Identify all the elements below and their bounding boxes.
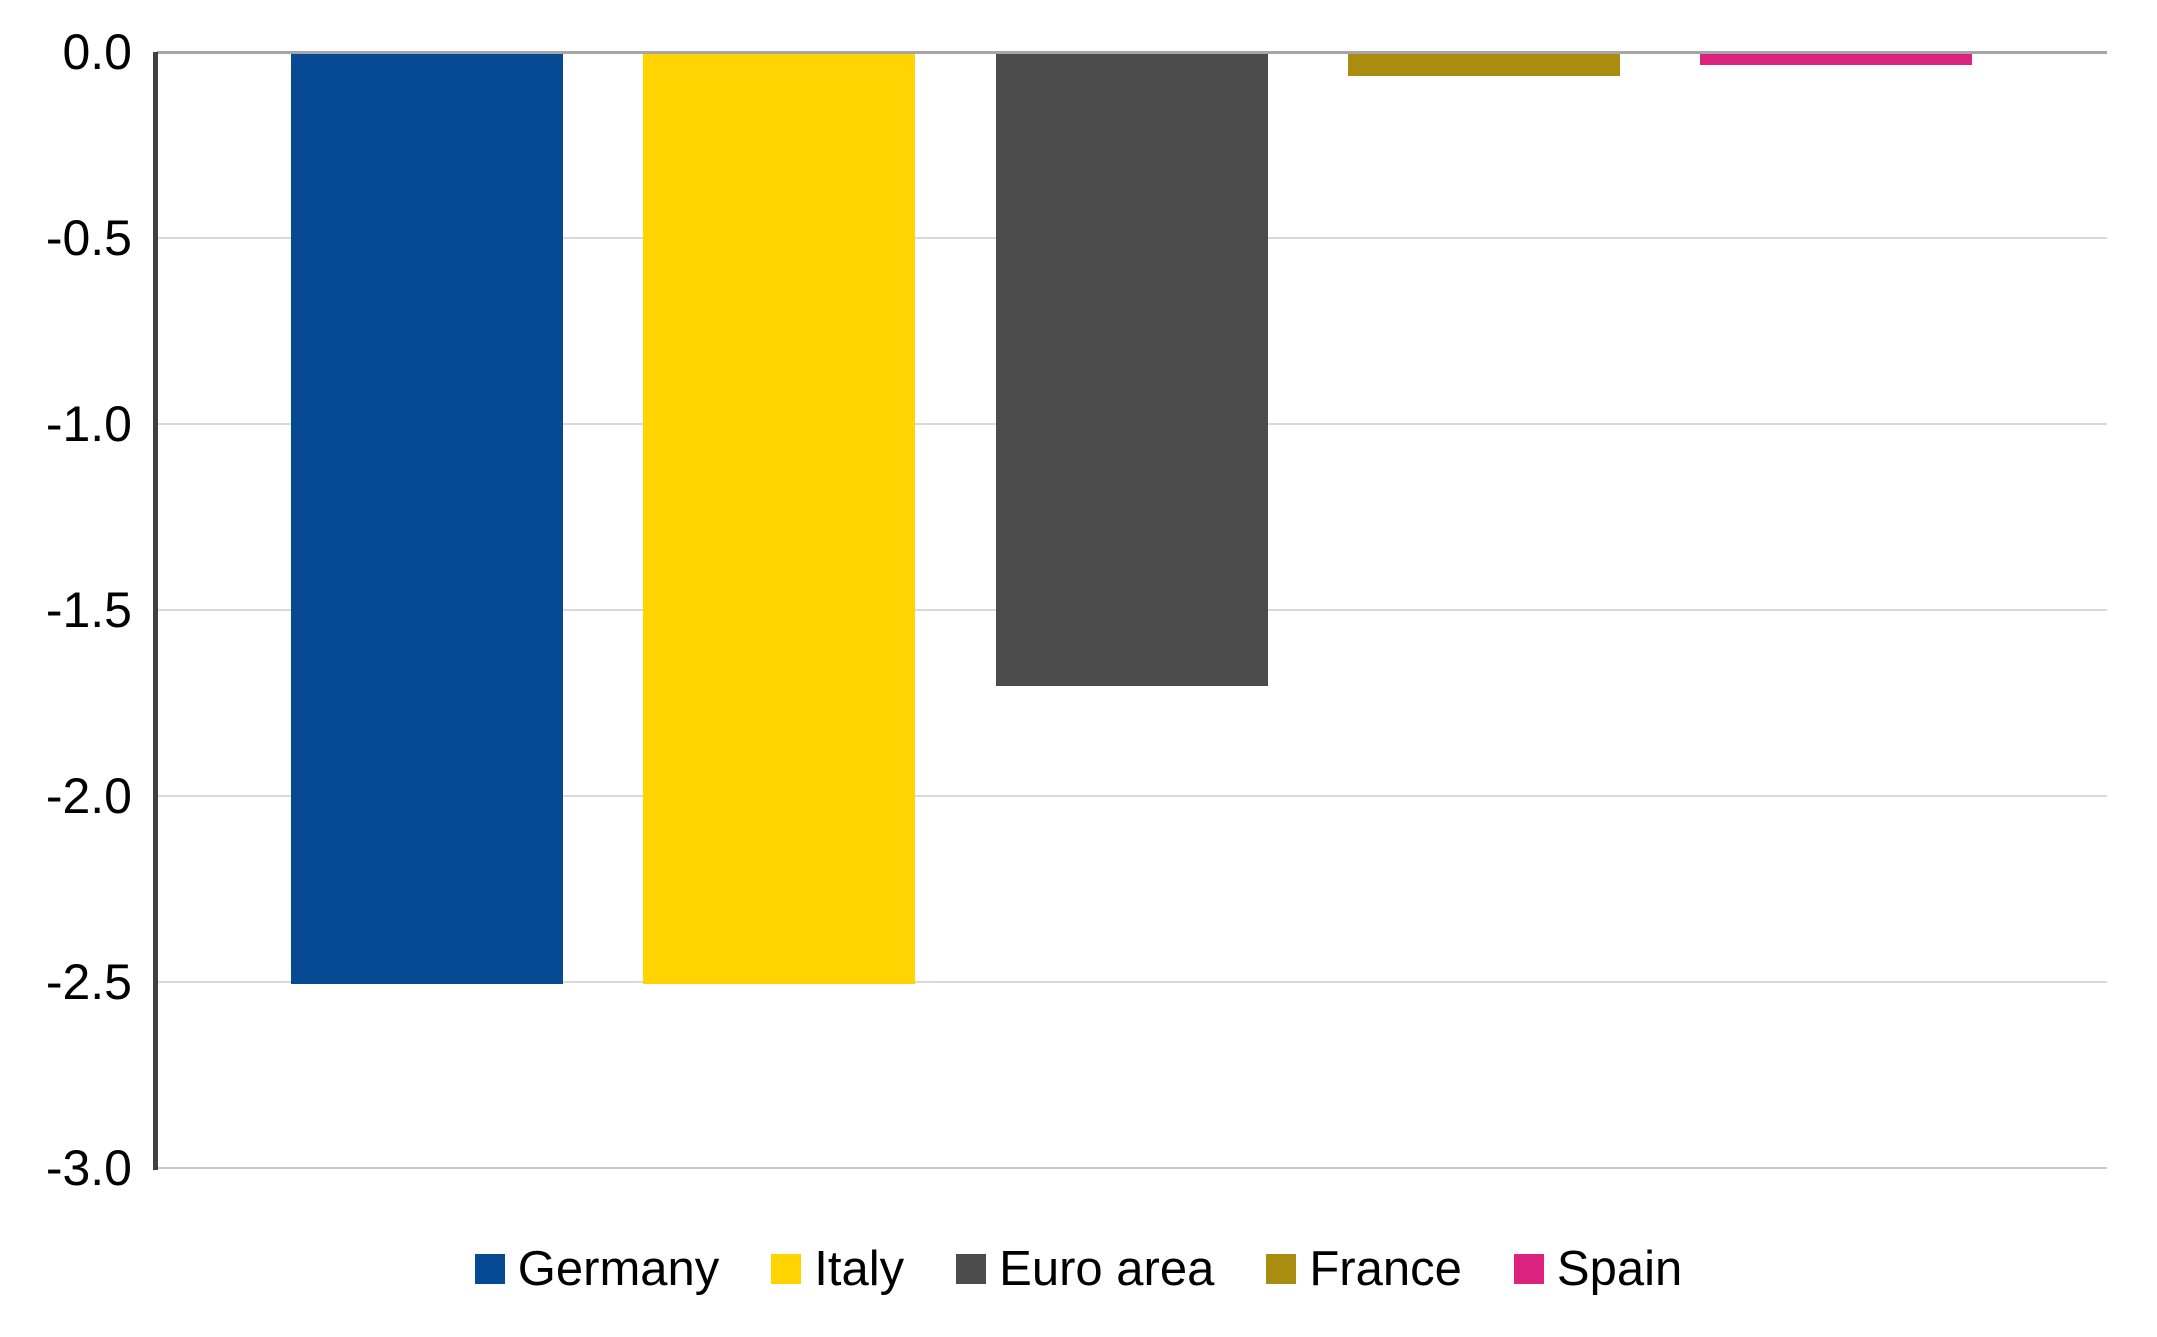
gridline xyxy=(157,1167,2107,1169)
gridline xyxy=(157,981,2107,983)
legend-label: Euro area xyxy=(999,1241,1215,1296)
legend-item-italy: Italy xyxy=(771,1241,905,1296)
bar-spain xyxy=(1700,54,1972,65)
legend-label: Germany xyxy=(517,1241,720,1296)
legend-item-france: France xyxy=(1266,1241,1462,1296)
y-axis-line xyxy=(153,52,158,1170)
y-tick-label: -2.0 xyxy=(45,768,132,824)
gridline xyxy=(157,795,2107,797)
legend: Germany Italy Euro area France Spain xyxy=(0,1236,2157,1302)
bar-italy xyxy=(643,54,915,984)
y-tick-label: -2.5 xyxy=(45,954,132,1010)
legend-label: Spain xyxy=(1556,1241,1683,1296)
legend-item-germany: Germany xyxy=(474,1241,720,1296)
bar-germany xyxy=(291,54,563,984)
y-tick-label: -1.5 xyxy=(45,582,132,638)
y-tick-label: 0.0 xyxy=(62,24,132,80)
legend-label: France xyxy=(1309,1241,1462,1296)
y-tick-label: -1.0 xyxy=(45,396,132,452)
y-tick-label: -0.5 xyxy=(45,210,132,266)
bar-france xyxy=(1348,54,1620,76)
germany-legend-swatch xyxy=(474,1254,505,1284)
spain-legend-swatch xyxy=(1513,1254,1544,1284)
y-tick-label: -3.0 xyxy=(45,1140,132,1196)
bar-euro-area xyxy=(996,54,1268,686)
legend-label: Italy xyxy=(814,1241,905,1296)
euro-area-legend-swatch xyxy=(956,1254,987,1284)
italy-legend-swatch xyxy=(771,1254,802,1284)
legend-item-spain: Spain xyxy=(1513,1241,1683,1296)
legend-item-euro-area: Euro area xyxy=(956,1241,1215,1296)
plot-area xyxy=(153,51,2107,1170)
france-legend-swatch xyxy=(1266,1254,1297,1284)
zero-gridline xyxy=(157,51,2107,54)
